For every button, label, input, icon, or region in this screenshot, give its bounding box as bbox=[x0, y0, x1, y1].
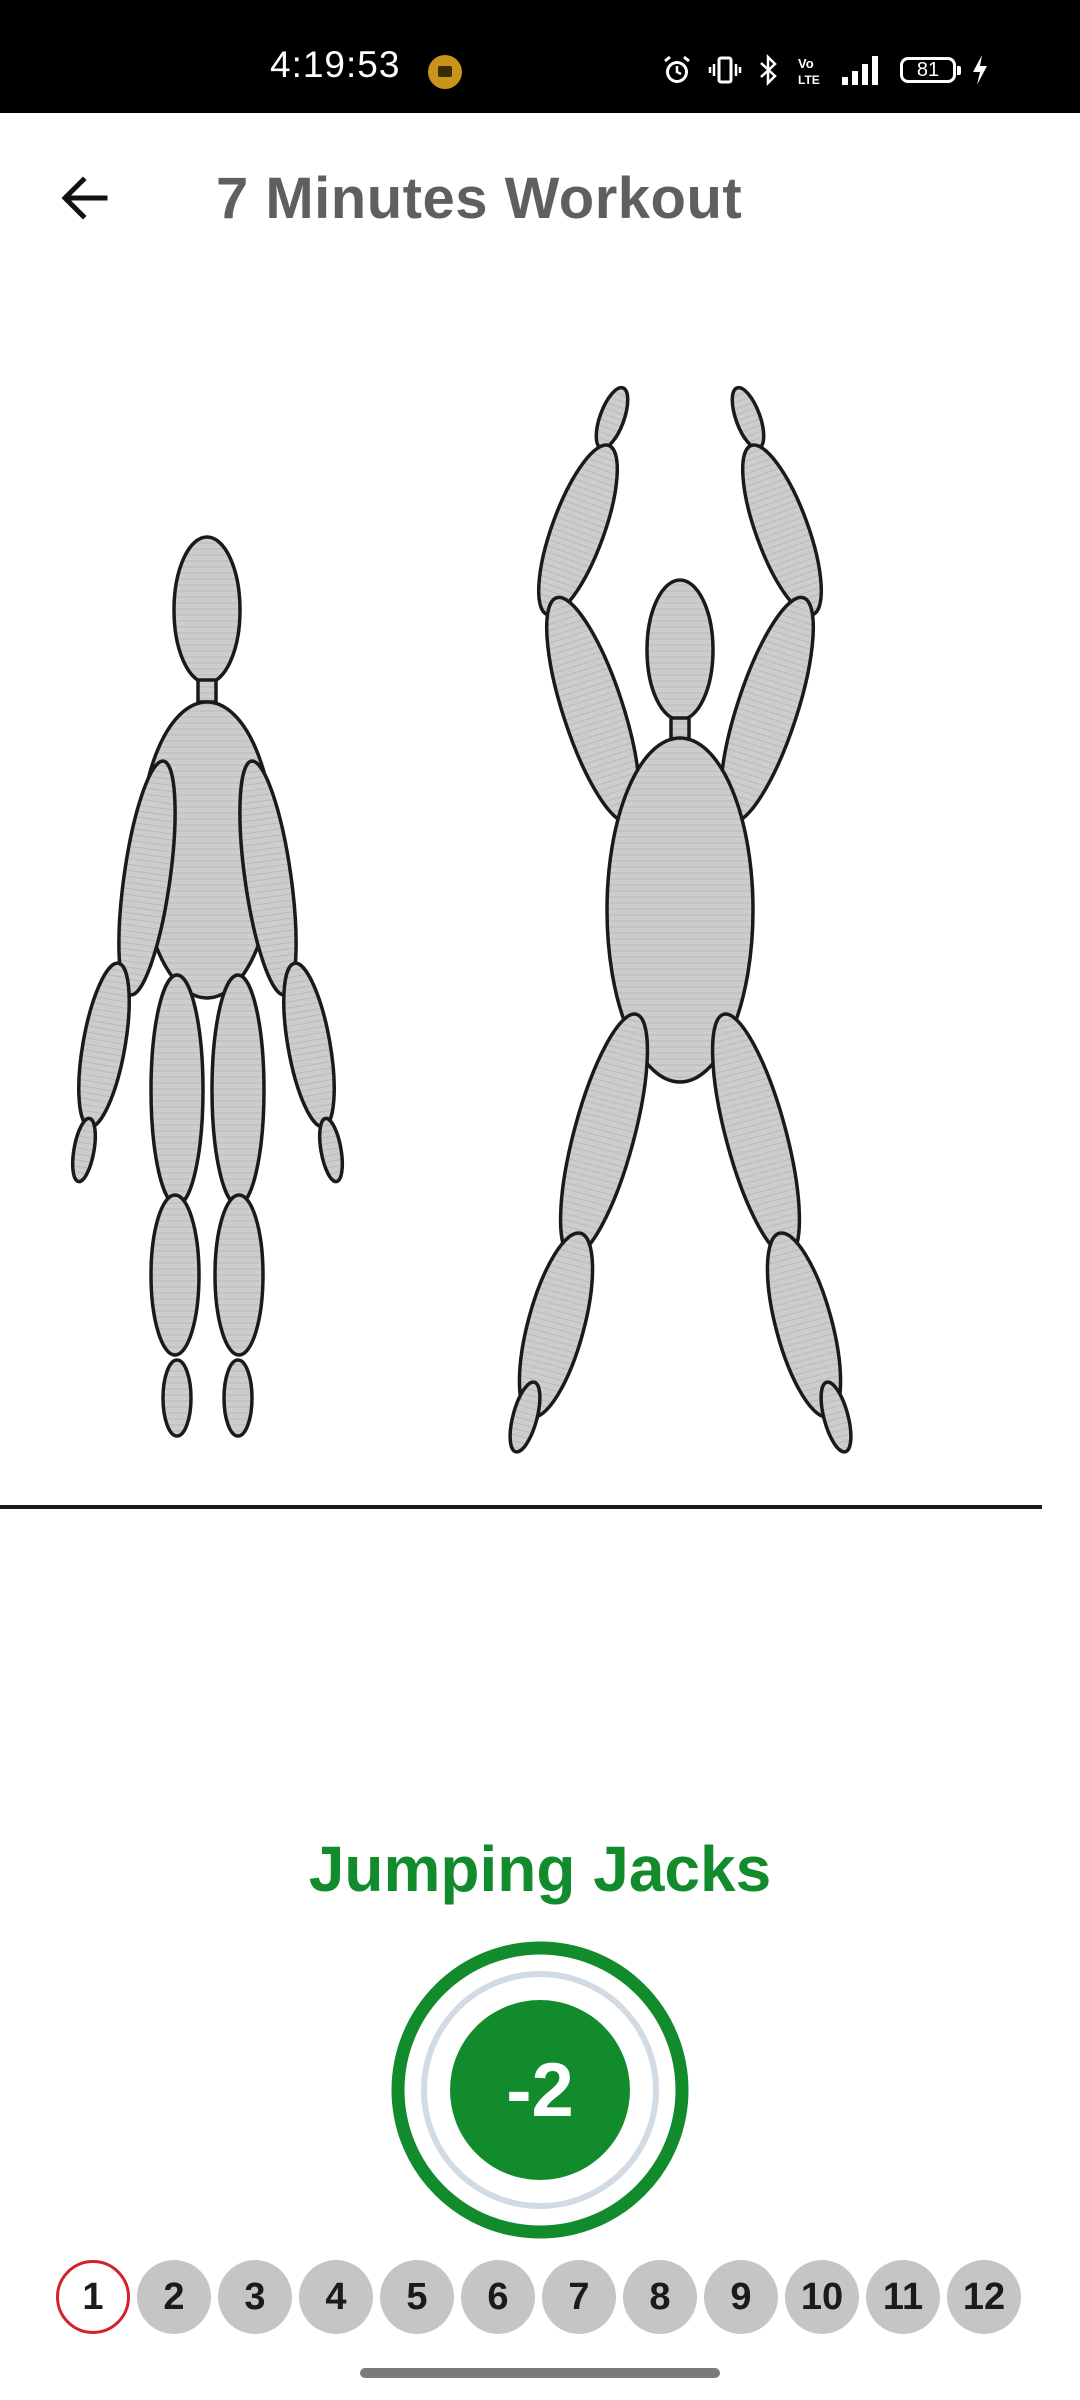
step-12: 12 bbox=[947, 2260, 1021, 2334]
bluetooth-icon bbox=[756, 53, 782, 87]
status-time: 4:19:53 bbox=[270, 44, 401, 85]
status-icons: Vo LTE 81 bbox=[660, 50, 990, 90]
step-5: 5 bbox=[380, 2260, 454, 2334]
exercise-step-indicator: 1 2 3 4 5 6 7 8 9 10 11 12 bbox=[56, 2260, 1021, 2334]
charging-icon bbox=[970, 53, 990, 87]
svg-text:Vo: Vo bbox=[798, 56, 814, 71]
battery-icon: 81 bbox=[900, 57, 961, 83]
signal-icon bbox=[840, 53, 886, 87]
jumping-figure bbox=[508, 385, 853, 1454]
step-7: 7 bbox=[542, 2260, 616, 2334]
timer-ring bbox=[391, 1941, 689, 2239]
svg-text:LTE: LTE bbox=[798, 73, 820, 87]
standing-figure bbox=[70, 535, 345, 1438]
vibrate-icon bbox=[708, 53, 742, 87]
volte-icon: Vo LTE bbox=[796, 53, 826, 87]
back-button[interactable] bbox=[40, 153, 130, 243]
status-bar: 4:19:53 bbox=[0, 0, 1080, 113]
step-10: 10 bbox=[785, 2260, 859, 2334]
timer-value: -2 bbox=[506, 2047, 574, 2133]
exercise-name: Jumping Jacks bbox=[308, 1833, 772, 1905]
step-9: 9 bbox=[704, 2260, 778, 2334]
step-8: 8 bbox=[623, 2260, 697, 2334]
home-indicator[interactable] bbox=[360, 2368, 720, 2378]
app-notification-icon bbox=[428, 55, 462, 89]
step-4: 4 bbox=[299, 2260, 373, 2334]
alarm-icon bbox=[660, 53, 694, 87]
step-2: 2 bbox=[137, 2260, 211, 2334]
step-1: 1 bbox=[56, 2260, 130, 2334]
step-11: 11 bbox=[866, 2260, 940, 2334]
app-bar: 7 Minutes Workout bbox=[0, 113, 1080, 283]
countdown-timer: -2 bbox=[390, 1940, 690, 2240]
exercise-illustration bbox=[0, 385, 1042, 1509]
step-6: 6 bbox=[461, 2260, 535, 2334]
page-title: 7 Minutes Workout bbox=[216, 166, 743, 231]
arrow-left-icon bbox=[61, 176, 108, 220]
step-3: 3 bbox=[218, 2260, 292, 2334]
